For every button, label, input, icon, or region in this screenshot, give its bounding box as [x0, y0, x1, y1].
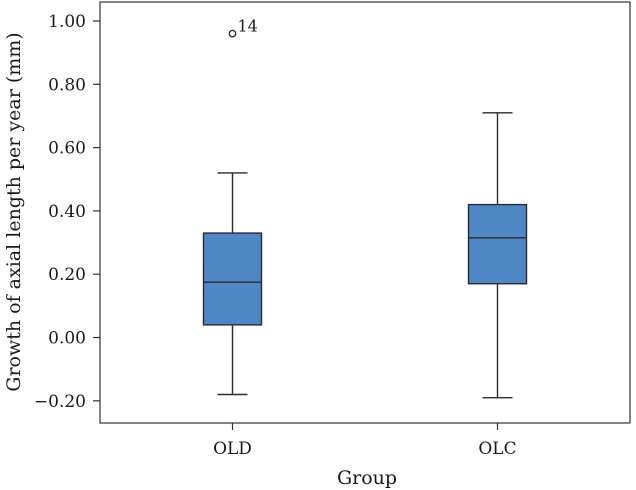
iqr-box	[202, 232, 263, 326]
y-tick-label: 0.20	[48, 265, 86, 285]
boxes: 14	[202, 17, 528, 399]
y-tick-label: −0.20	[34, 392, 86, 412]
y-axis: −0.20 0.00 0.20 0.40 0.60 0.80 1.00	[34, 12, 100, 412]
outlier-point	[228, 29, 237, 38]
y-tick-label: 0.80	[48, 75, 86, 95]
outlier-label: 14	[238, 17, 258, 36]
y-tick-label: 0.40	[48, 202, 86, 222]
y-tick-label: 0.60	[48, 139, 86, 159]
x-tick-label: OLC	[478, 439, 516, 459]
box-group-olc	[467, 112, 528, 399]
y-tick-label: 1.00	[48, 12, 86, 32]
x-tick-label: OLD	[213, 439, 252, 459]
box-group-old: 14	[202, 17, 263, 396]
plot-frame	[99, 1, 631, 424]
x-axis-title: Group	[337, 467, 397, 489]
x-axis: OLD OLC	[213, 423, 517, 459]
iqr-box	[467, 203, 528, 285]
y-tick-label: 0.00	[48, 329, 86, 349]
y-axis-title: Growth of axial length per year (mm)	[3, 32, 25, 391]
